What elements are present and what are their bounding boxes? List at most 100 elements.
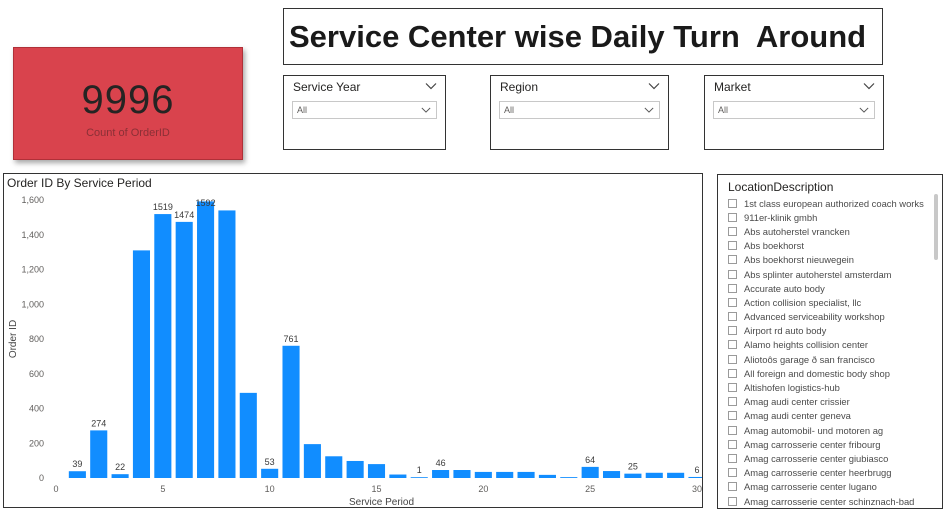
checkbox[interactable]	[728, 411, 737, 421]
slicer-dropdown[interactable]: All	[499, 101, 660, 119]
data-label: 761	[284, 334, 299, 344]
bar[interactable]	[496, 471, 514, 478]
bar[interactable]	[197, 201, 215, 478]
checkbox[interactable]	[728, 482, 737, 492]
checkbox[interactable]	[728, 312, 737, 322]
checkbox[interactable]	[728, 439, 737, 449]
checkbox[interactable]	[728, 383, 737, 393]
y-tick-label: 1,400	[21, 230, 44, 240]
bar[interactable]	[453, 470, 471, 478]
checkbox[interactable]	[728, 283, 737, 293]
checkbox[interactable]	[728, 425, 737, 435]
x-tick-label: 5	[160, 484, 165, 494]
location-item[interactable]: Amag carrosserie center schinznach-bad	[728, 494, 930, 508]
location-item[interactable]: Abs boekhorst	[728, 239, 930, 253]
bar[interactable]	[688, 476, 702, 478]
location-item[interactable]: Abs autoherstel vrancken	[728, 224, 930, 238]
checkbox[interactable]	[728, 212, 737, 222]
order-chart[interactable]: Order ID By Service Period 0 200 400 600 800…	[3, 173, 703, 508]
checkbox[interactable]	[728, 255, 737, 265]
location-item[interactable]: Altishofen logistics-hub	[728, 380, 930, 394]
checkbox[interactable]	[728, 198, 737, 208]
checkbox[interactable]	[728, 397, 737, 407]
location-item[interactable]: Amag audi center geneva	[728, 409, 930, 423]
chevron-down-icon[interactable]	[425, 80, 437, 92]
chevron-down-icon[interactable]	[648, 80, 660, 92]
bar[interactable]	[560, 477, 578, 478]
checkbox[interactable]	[728, 340, 737, 350]
location-item[interactable]: Amag carrosserie center giubiasco	[728, 451, 930, 465]
slicer-region[interactable]: Region All	[490, 75, 669, 150]
bar[interactable]	[602, 471, 621, 478]
bar[interactable]	[261, 468, 279, 478]
location-item[interactable]: Airport rd auto body	[728, 324, 930, 338]
bar[interactable]	[68, 471, 86, 478]
bar[interactable]	[410, 477, 428, 478]
bar[interactable]	[90, 430, 108, 478]
checkbox[interactable]	[728, 269, 737, 279]
checkbox[interactable]	[728, 354, 737, 364]
location-item[interactable]: Advanced serviceability workshop	[728, 310, 930, 324]
bar[interactable]	[303, 444, 321, 478]
location-item[interactable]: Amag carrosserie center lugano	[728, 480, 930, 494]
bar[interactable]	[282, 345, 300, 478]
location-item[interactable]: 911er-klinik gmbh	[728, 210, 930, 224]
chevron-down-icon[interactable]	[863, 80, 875, 92]
bar[interactable]	[517, 471, 535, 478]
checkbox[interactable]	[728, 453, 737, 463]
location-item[interactable]: Aliotoôs garage ð san francisco	[728, 352, 930, 366]
bar[interactable]	[154, 214, 172, 479]
kpi-value: 9996	[81, 78, 175, 122]
bar[interactable]	[581, 466, 599, 478]
location-item[interactable]: Amag audi center crissier	[728, 395, 930, 409]
location-item[interactable]: 1st class european authorized coach work…	[728, 196, 930, 210]
kpi-card[interactable]: 9996 Count of OrderID	[13, 47, 243, 160]
checkbox[interactable]	[728, 297, 737, 307]
chevron-down-icon	[421, 107, 431, 113]
checkbox[interactable]	[728, 496, 737, 506]
location-item[interactable]: Accurate auto body	[728, 281, 930, 295]
bar[interactable]	[645, 472, 663, 478]
bar[interactable]	[474, 471, 492, 478]
bar-chart-plot[interactable]: 0 200 400 600 800 1,000 1,200 1,400 1,600 0 5 10 15 2…	[4, 174, 702, 507]
slicer-service-year[interactable]: Service Year All	[283, 75, 446, 150]
slicer-title: Market	[714, 80, 751, 94]
bar[interactable]	[325, 456, 343, 478]
location-item[interactable]: Amag carrosserie center heerbrugg	[728, 466, 930, 480]
bar[interactable]	[432, 470, 450, 478]
x-tick-label: 10	[265, 484, 275, 494]
bar[interactable]	[175, 221, 193, 478]
slicer-title: Region	[500, 80, 539, 94]
bar[interactable]	[111, 474, 129, 478]
location-item[interactable]: Alamo heights collision center	[728, 338, 930, 352]
scrollbar[interactable]	[934, 194, 938, 260]
slicer-dropdown[interactable]: All	[292, 101, 437, 119]
location-item[interactable]: Amag carrosserie center fribourg	[728, 437, 930, 451]
location-item[interactable]: Action collision specialist, llc	[728, 295, 930, 309]
bar[interactable]	[667, 472, 685, 478]
location-item-label: Amag automobil- und motoren ag	[744, 424, 884, 436]
checkbox[interactable]	[728, 468, 737, 478]
location-item[interactable]: Amag automobil- und motoren ag	[728, 423, 930, 437]
checkbox[interactable]	[728, 226, 737, 236]
bar[interactable]	[389, 474, 407, 478]
location-list[interactable]: 1st class european authorized coach work…	[728, 196, 930, 508]
slicer-dropdown[interactable]: All	[713, 101, 875, 119]
location-item-label: Abs autoherstel vrancken	[744, 225, 850, 237]
location-item[interactable]: Abs splinter autoherstel amsterdam	[728, 267, 930, 281]
bar[interactable]	[624, 473, 642, 478]
checkbox[interactable]	[728, 326, 737, 336]
bar[interactable]	[367, 464, 386, 478]
x-axis-title: Service Period	[349, 497, 414, 507]
location-item[interactable]: All foreign and domestic body shop	[728, 366, 930, 380]
checkbox[interactable]	[728, 368, 737, 378]
checkbox[interactable]	[728, 241, 737, 251]
bar[interactable]	[346, 460, 364, 478]
location-slicer[interactable]: LocationDescription 1st class european a…	[717, 174, 943, 509]
bar[interactable]	[132, 250, 151, 478]
bar[interactable]	[218, 210, 236, 479]
bar[interactable]	[538, 474, 556, 478]
slicer-market[interactable]: Market All	[704, 75, 884, 150]
bar[interactable]	[239, 392, 257, 478]
location-item[interactable]: Abs boekhorst nieuwegein	[728, 253, 930, 267]
